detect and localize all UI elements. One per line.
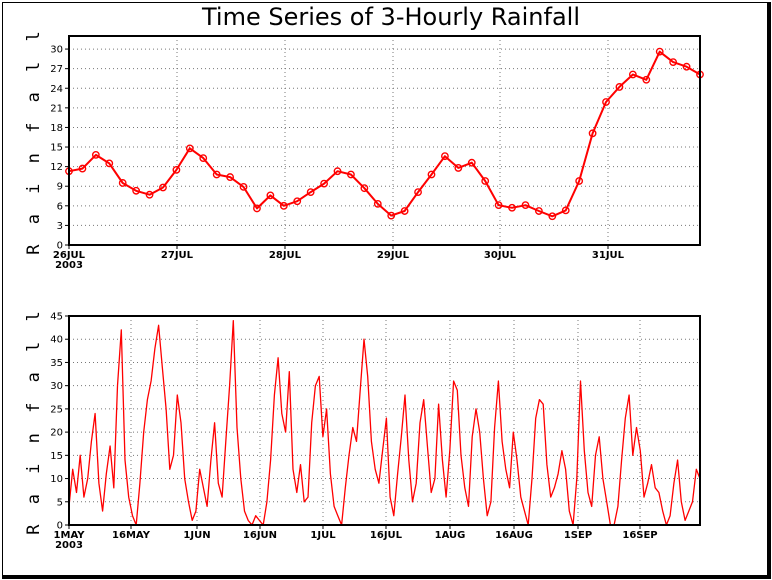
data-point [387,211,396,220]
y-tick-label: 35 [50,358,63,369]
x-tick-label: 1JUL [310,530,336,541]
x-tick-label: 16JUN [243,530,277,541]
y-tick-label: 9 [57,182,63,193]
data-point [105,159,114,168]
data-point [454,164,463,172]
y-tick-label: 15 [50,143,63,154]
data-point [427,170,436,179]
x-tick-label: 26JUL [53,250,86,261]
x-tick-label: 1AUG [435,530,466,541]
data-point [118,179,127,187]
x-tick-label: 31JUL [592,250,625,261]
data-point [266,191,275,200]
y-tick-label: 0 [57,521,63,532]
x-tick-label: 1JUN [183,530,210,541]
data-point [669,58,678,67]
y-tick-label: 5 [57,497,63,508]
data-point [279,201,288,210]
y-tick-label: 15 [50,451,63,462]
data-point [561,206,570,215]
data-point [320,179,328,188]
data-point [306,188,315,196]
data-point [508,203,516,212]
data-point [521,201,530,210]
data-point [602,98,610,106]
y-tick-label: 10 [50,474,63,485]
x-tick-label: 1SEP [564,530,592,541]
data-point [172,165,181,174]
data-point [682,62,691,71]
y-tick-label: 27 [50,64,63,75]
data-point [373,199,382,208]
x-tick-year: 2003 [55,260,83,271]
y-tick-label: 40 [50,335,63,346]
series-line [68,50,701,218]
data-point [642,75,651,84]
x-tick-year: 2003 [55,540,83,551]
data-point [575,177,584,185]
y-axis-label: R a i n f a l l [24,306,44,535]
data-point [615,83,624,91]
x-tick-label: 16SEP [622,530,657,541]
y-tick-label: 3 [57,221,63,232]
data-point [199,154,208,163]
y-tick-label: 30 [50,381,63,392]
data-point [441,152,449,161]
y-axis-label: R a i n f a l l [24,26,44,255]
data-point [132,186,141,195]
x-tick-label: 16JUL [370,530,403,541]
data-point [226,173,235,181]
data-point [588,129,597,138]
y-tick-label: 6 [57,201,63,212]
data-point [159,183,167,192]
data-point [400,207,409,215]
data-point [548,212,557,221]
y-tick-label: 24 [50,84,63,95]
data-point [253,204,261,213]
x-tick-label: 27JUL [161,250,194,261]
y-tick-label: 25 [50,404,63,415]
data-point [293,197,302,206]
data-point [360,184,369,193]
data-point [91,150,100,159]
data-point [347,170,355,179]
y-tick-label: 0 [57,241,63,252]
data-point [239,182,248,191]
plot-frame [68,35,701,246]
data-point [628,70,637,79]
data-point [655,47,664,56]
y-tick-label: 18 [50,123,63,134]
x-tick-label: 28JUL [269,250,302,261]
data-point [212,170,221,179]
plot-frame [68,315,701,526]
x-tick-label: 16AUG [495,530,533,541]
x-tick-label: 29JUL [377,250,410,261]
x-tick-label: 16MAY [112,530,151,541]
y-tick-label: 30 [50,45,63,56]
data-point [534,207,543,215]
data-point [185,144,194,153]
data-point [145,190,154,199]
chart-title: Time Series of 3-Hourly Rainfall [201,3,580,31]
x-tick-label: 30JUL [484,250,517,261]
data-point [414,188,422,196]
data-point [481,177,490,185]
data-point [467,158,476,167]
y-tick-label: 21 [50,103,63,114]
series-line [68,319,701,526]
data-point [494,201,503,210]
y-tick-label: 12 [50,162,63,173]
x-tick-label: 1MAY [54,530,86,541]
y-tick-label: 45 [50,312,63,323]
y-tick-label: 20 [50,428,63,439]
data-point [333,167,342,176]
data-point [78,164,87,173]
